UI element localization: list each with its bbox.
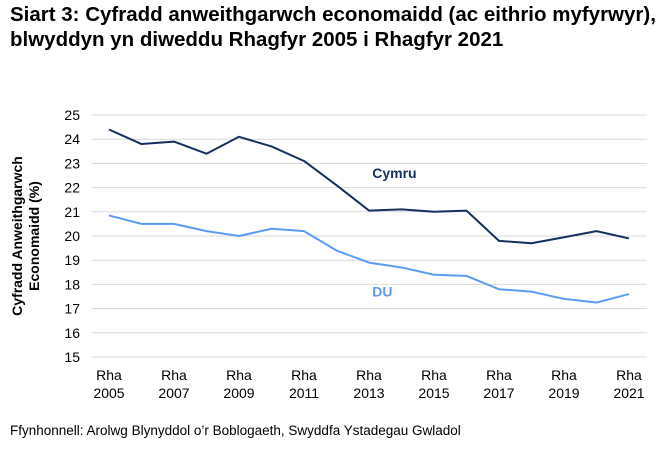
y-tick-label: 15 [64,349,80,365]
x-tick-label: 2007 [158,385,189,401]
x-tick-label: Rha [551,367,577,383]
x-tick-label: Rha [356,367,382,383]
chart-title: Siart 3: Cyfradd anweithgarwch economaid… [10,3,656,51]
x-tick-label: 2013 [353,385,384,401]
x-tick-label: 2011 [289,385,319,401]
y-tick-label: 20 [64,228,80,244]
series-label: Cymru [372,165,416,181]
y-tick-label: 22 [64,180,80,196]
source-note: Ffynhonnell: Arolwg Blynyddol o’r Boblog… [10,423,461,438]
x-tick-label: Rha [616,367,642,383]
y-tick-label: 24 [64,131,80,147]
x-tick-label: 2009 [223,385,254,401]
y-tick-label: 17 [64,301,80,317]
x-tick-label: Rha [226,367,252,383]
x-tick-label: Rha [421,367,447,383]
y-axis-label: Cyfradd AnweithgarwchEconomaidd (%) [9,156,42,316]
y-tick-label: 16 [64,325,80,341]
x-tick-label: 2005 [93,385,124,401]
line-chart: 1516171819202122232425Rha2005Rha2007Rha2… [9,107,647,401]
y-tick-label: 19 [64,252,80,268]
series-line-du [108,214,630,304]
x-tick-label: 2017 [483,385,514,401]
x-tick-label: 2019 [548,385,579,401]
y-tick-label: 18 [64,276,80,292]
x-tick-label: Rha [291,367,317,383]
y-tick-label: 23 [64,155,80,171]
x-tick-label: Rha [96,367,122,383]
y-tick-label: 25 [64,107,80,123]
x-tick-label: Rha [161,367,187,383]
x-tick-label: Rha [486,367,512,383]
series-label: DU [372,284,392,300]
x-tick-label: 2015 [418,385,449,401]
x-tick-label: 2021 [613,385,644,401]
y-tick-label: 21 [64,204,80,220]
